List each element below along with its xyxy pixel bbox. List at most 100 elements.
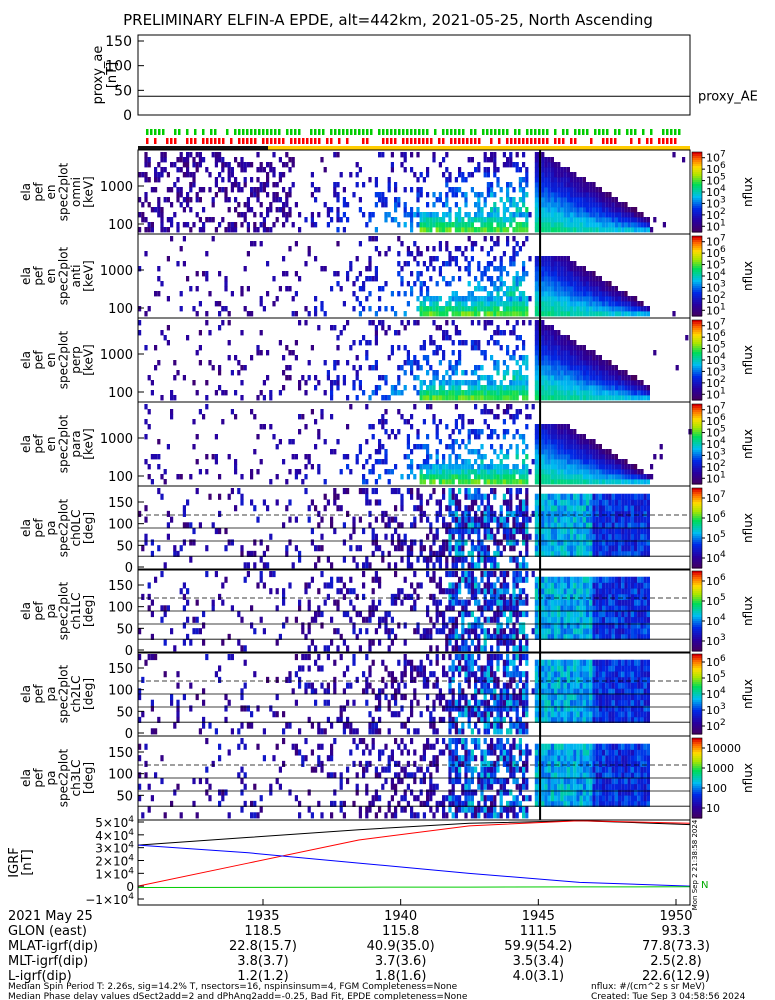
heatmap-cell (461, 469, 465, 475)
heatmap-cell (534, 271, 538, 277)
heatmap-cell (550, 499, 554, 506)
heatmap-cell (371, 539, 375, 546)
colorbar-cell (692, 208, 702, 211)
heatmap-cell (614, 222, 618, 228)
heatmap-cell (458, 296, 462, 302)
heatmap-cell (598, 454, 602, 460)
heatmap-cell (477, 385, 481, 391)
heatmap-cell (301, 622, 305, 629)
heatmap-cell (640, 306, 644, 312)
heatmap-cell (557, 286, 561, 292)
heatmap-cell (560, 212, 564, 218)
heatmap-cell (445, 528, 449, 535)
heatmap-cell (253, 192, 257, 198)
heatmap-cell (493, 449, 497, 455)
heatmap-cell (422, 355, 426, 361)
heatmap-cell (291, 162, 295, 168)
heatmap-cell (467, 157, 471, 163)
heatmap-cell (480, 454, 484, 460)
heatmap-cell (582, 227, 586, 233)
heatmap-cell (515, 390, 519, 396)
heatmap-cell (614, 202, 618, 208)
heatmap-cell (579, 222, 583, 228)
heatmap-cell (608, 370, 612, 376)
heatmap-cell (550, 296, 554, 302)
heatmap-cell (496, 404, 500, 410)
heatmap-cell (512, 539, 516, 546)
heatmap-cell (541, 320, 545, 326)
heatmap-cell (442, 202, 446, 208)
heatmap-cell (602, 545, 606, 552)
heatmap-cell (579, 434, 583, 440)
heatmap-cell (435, 628, 439, 635)
heatmap-cell (541, 182, 545, 188)
heatmap-cell (518, 409, 522, 415)
heatmap-cell (256, 434, 260, 440)
heatmap-cell (630, 493, 634, 500)
heatmap-cell (330, 576, 334, 583)
heatmap-cell (550, 286, 554, 292)
heatmap-cell (512, 479, 516, 485)
colorbar-cell (692, 506, 702, 509)
heatmap-cell (416, 556, 420, 563)
heatmap-cell (592, 207, 596, 213)
heatmap-cell (246, 222, 250, 228)
heatmap-cell (477, 464, 481, 470)
heatmap-cell (317, 429, 321, 435)
heatmap-cell (429, 404, 433, 410)
heatmap-cell (634, 493, 638, 500)
heatmap-cell (550, 197, 554, 203)
heatmap-cell (448, 261, 452, 267)
heatmap-cell (483, 236, 487, 242)
heatmap-cell (598, 311, 602, 317)
heatmap-cell (554, 192, 558, 198)
heatmap-cell (166, 522, 170, 529)
heatmap-cell (227, 355, 231, 361)
heatmap-cell (397, 593, 401, 600)
heatmap-cell (483, 528, 487, 535)
colorbar-cell (692, 180, 702, 183)
heatmap-cell (192, 616, 196, 623)
heatmap-cell (614, 365, 618, 371)
heatmap-cell (259, 424, 263, 430)
heatmap-cell (589, 276, 593, 282)
status-green (242, 129, 245, 135)
heatmap-cell (566, 479, 570, 485)
heatmap-cell (490, 291, 494, 297)
heatmap-cell (573, 197, 577, 203)
colorbar-cell (692, 512, 702, 515)
heatmap-cell (499, 479, 503, 485)
heatmap-cell (352, 340, 356, 346)
heatmap-cell (461, 528, 465, 535)
heatmap-cell (205, 380, 209, 386)
heatmap-cell (522, 390, 526, 396)
heatmap-cell (624, 533, 628, 540)
heatmap-cell (461, 539, 465, 546)
heatmap-cell (189, 197, 193, 203)
heatmap-cell (547, 459, 551, 465)
heatmap-cell (432, 370, 436, 376)
heatmap-cell (592, 217, 596, 223)
heatmap-cell (573, 187, 577, 193)
heatmap-cell (454, 261, 458, 267)
heatmap-cell (346, 464, 350, 470)
heatmap-cell (218, 271, 222, 277)
heatmap-cell (445, 192, 449, 198)
heatmap-cell (544, 469, 548, 475)
heatmap-cell (570, 266, 574, 272)
heatmap-cell (592, 469, 596, 475)
heatmap-cell (550, 516, 554, 523)
heatmap-cell (442, 459, 446, 465)
heatmap-cell (608, 474, 612, 480)
heatmap-cell (614, 533, 618, 540)
heatmap-cell (634, 499, 638, 506)
heatmap-cell (429, 256, 433, 262)
heatmap-cell (557, 449, 561, 455)
heatmap-cell (352, 522, 356, 529)
heatmap-cell (378, 152, 382, 158)
heatmap-cell (410, 469, 414, 475)
heatmap-cell (390, 306, 394, 312)
colorbar-cell (692, 492, 702, 495)
ytick-label: 150 (108, 496, 133, 511)
heatmap-cell (499, 187, 503, 193)
